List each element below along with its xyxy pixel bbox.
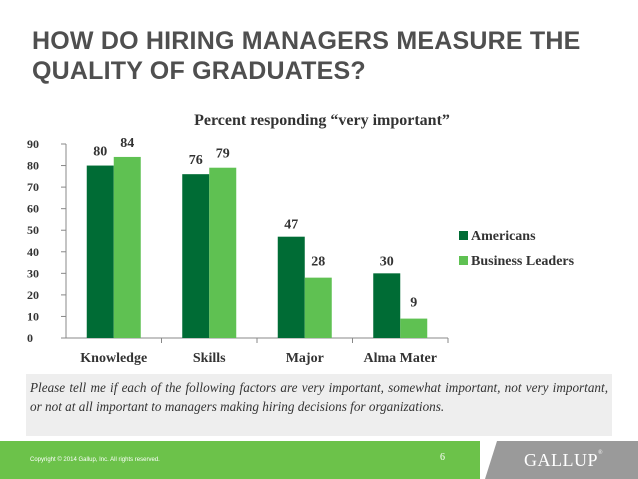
bar-americans	[373, 273, 401, 338]
page-number: 6	[440, 452, 445, 463]
y-tick-label: 50	[27, 223, 39, 237]
logo-text: GALLUP	[524, 450, 598, 470]
y-tick-label: 10	[27, 309, 39, 323]
data-label: 80	[93, 145, 107, 160]
footer-logo-panel	[480, 441, 638, 479]
logo-mark: ®	[598, 450, 604, 456]
bar-americans	[86, 165, 114, 338]
y-tick-label: 60	[27, 202, 39, 216]
title-line-2: QUALITY OF GRADUATES?	[32, 57, 366, 85]
footer-bar	[0, 441, 480, 479]
slide-title: HOW DO HIRING MANAGERS MEASURE THE QUALI…	[32, 26, 612, 86]
y-tick-label: 70	[27, 180, 39, 194]
category-label: Major	[286, 351, 324, 366]
category-label: Skills	[193, 351, 226, 366]
bars-layer: 80 84 76 79 47 28 30 9	[86, 136, 428, 338]
data-label: 28	[311, 255, 325, 270]
category-label: Knowledge	[80, 351, 147, 366]
y-tick-label: 20	[27, 288, 39, 302]
data-label: 76	[189, 153, 203, 168]
legend-label: Americans	[471, 229, 536, 244]
data-label: 30	[380, 254, 394, 269]
gallup-logo: GALLUP®	[524, 450, 603, 471]
category-label: Alma Mater	[364, 351, 437, 366]
legend-label: Business Leaders	[471, 254, 575, 269]
chart-svg: Percent responding “very important” 0 10 2…	[27, 112, 575, 366]
y-tick-label: 0	[27, 331, 33, 345]
y-tick-label: 80	[27, 159, 39, 173]
y-tick-label: 40	[27, 245, 39, 259]
y-tick-label: 30	[27, 266, 39, 280]
y-tick-label: 90	[27, 137, 39, 151]
title-line-1: HOW DO HIRING MANAGERS MEASURE THE	[32, 27, 581, 55]
bar-business-leaders	[400, 318, 428, 338]
data-label: 84	[120, 136, 134, 151]
survey-question: Please tell me if each of the following …	[26, 374, 612, 436]
copyright-text: Copyright © 2014 Gallup, Inc. All rights…	[30, 457, 160, 463]
data-label: 79	[216, 147, 230, 162]
bar-business-leaders	[113, 156, 141, 338]
bar-americans	[182, 174, 210, 338]
legend: Americans Business Leaders	[459, 229, 575, 269]
chart-subtitle: Percent responding “very important”	[194, 112, 450, 129]
bar-chart: Percent responding “very important” 0 10 2…	[27, 112, 575, 366]
legend-swatch-americans	[459, 231, 468, 240]
data-label: 9	[410, 296, 417, 311]
data-label: 47	[284, 218, 298, 233]
axis-layer: 0 10 20 30 40 50 60 70 80 90 Knowledge Skills Major A…	[27, 137, 449, 366]
bar-americans	[277, 236, 305, 338]
bar-business-leaders	[304, 277, 332, 338]
legend-swatch-business-leaders	[459, 256, 468, 265]
bar-business-leaders	[209, 167, 237, 338]
